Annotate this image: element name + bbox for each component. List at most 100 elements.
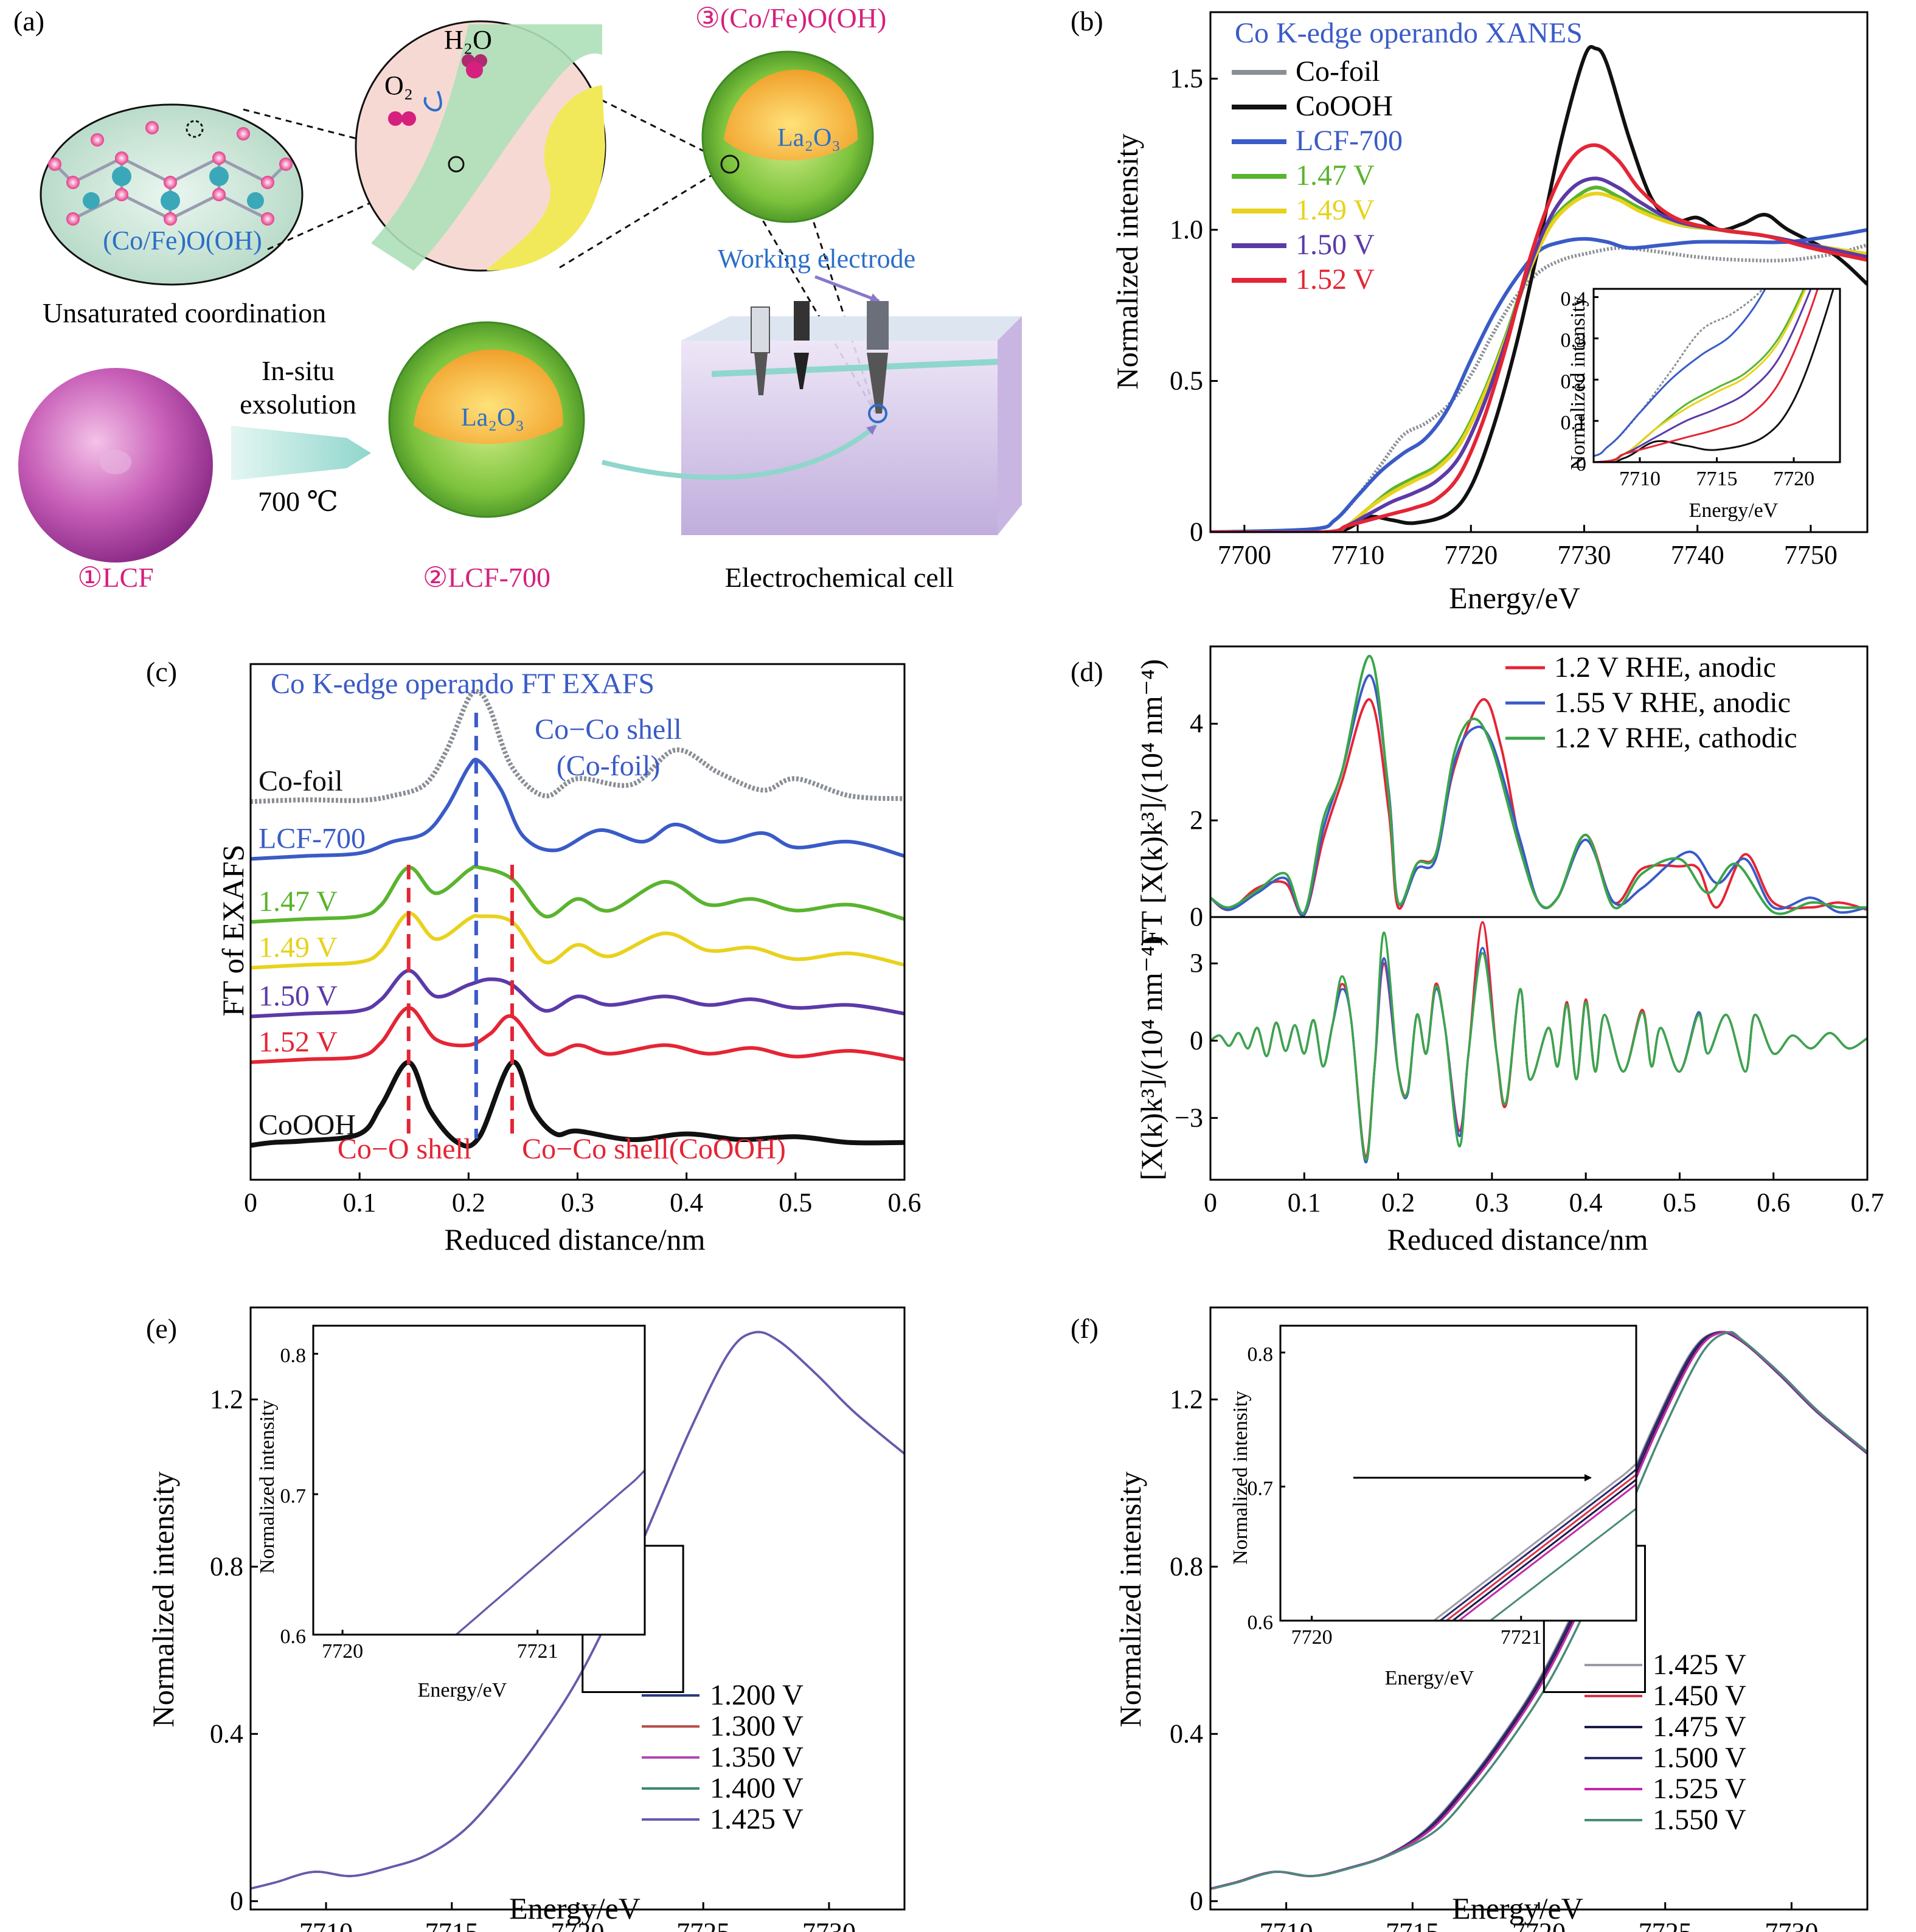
chart-c-xlabel: Reduced distance/nm [444, 1222, 705, 1256]
legend-label: 1.500 V [1653, 1742, 1746, 1774]
chart-e-x-tick-label: 7710 [299, 1917, 353, 1932]
panel-d-labels: (d) FT [X(k)k³]/(10⁴ nm⁻⁴) [X(k)k³]/(10⁴… [1071, 656, 1648, 1256]
chart-f-inset-y-tick-label: 0.8 [1248, 1343, 1274, 1366]
chart-f-inset-y-tick-label: 0.7 [1248, 1478, 1274, 1500]
chart-f: 7710 7715 7720 7725 7730 0 0.4 0.8 1.2 7720 7721 0.… [1170, 1306, 1869, 1932]
chart-b-inset-frame [1592, 288, 1841, 463]
chart-f-x-tick-label: 7725 [1639, 1917, 1692, 1932]
panel-label-f: (f) [1071, 1313, 1099, 1344]
chart-e-inset-series [454, 1469, 645, 1635]
inset-series-line [1445, 1473, 1636, 1621]
chart-f-xlabel: Energy/eV [1452, 1891, 1583, 1925]
chart-f-inset: 7720 7721 0.6 0.7 0.8 [1248, 1324, 1637, 1649]
inset-series-line [454, 1469, 645, 1635]
chart-f-y-tick-label: 1.2 [1170, 1384, 1203, 1414]
chart-f-x-tick-label: 7730 [1765, 1917, 1818, 1932]
panel-label-b: (b) [1071, 5, 1103, 36]
series-coooh-label: CoOOH [259, 1109, 356, 1141]
series-1-49-v-line [251, 911, 904, 970]
chart-b-inset-ylabel: Normalized intensity [1567, 296, 1589, 470]
chart-d-bottom-ylabel: [X(k)k³]/(10⁴ nm⁻⁴) [1134, 936, 1168, 1181]
cofeooh-label: (Co/Fe)O(OH) [103, 226, 262, 255]
chart-c: Co-foil LCF-700 1.47 V 1.49 V 1.50 V 1.52 V Co… [244, 663, 922, 1217]
chart-c-ylabel: FT of EXAFS [216, 845, 250, 1016]
legend-label: 1.2 V RHE, anodic [1554, 651, 1776, 684]
legend-label: 1.200 V [710, 1679, 804, 1711]
panel-e-labels: (e) Energy/eV Normalized intensity Energ… [146, 1313, 640, 1925]
phase3-label: ③(Co/Fe)O(OH) [695, 2, 887, 33]
lattice-zoom-ellipse: (Co/Fe)O(OH) [40, 103, 304, 286]
series-1-2-v-rhe-anodic-ft-line [1210, 698, 1867, 917]
series-lcf-700-line [1210, 227, 1867, 532]
chart-b-inset-series [1594, 289, 1834, 462]
chart-d-bottom-y-tick-label: 3 [1190, 948, 1203, 978]
chart-c-x-tick-label: 0 [244, 1188, 257, 1217]
panel-label-d: (d) [1071, 656, 1103, 687]
chart-b: 7700 7710 7720 7730 7740 7750 0 0.5 1.0 1.5 Co-foi… [1170, 11, 1869, 570]
to-cell-arrow-icon [602, 423, 878, 480]
chart-e: 7710 7715 7720 7725 7730 0 0.4 0.8 1.2 7720 7721 0.… [210, 1306, 906, 1932]
cocoshell-label: Co−Co shell [535, 713, 682, 746]
chart-f-inset-xlabel: Energy/eV [1385, 1667, 1474, 1689]
cell-label: Electrochemical cell [725, 562, 954, 593]
series-co-foil-line [251, 688, 904, 805]
chart-d-bottom-y-tick-label: −3 [1175, 1103, 1203, 1132]
chart-c-series [251, 688, 904, 1149]
chart-f-x-tick-label: 7710 [1260, 1917, 1313, 1932]
inset-series-line [1488, 1507, 1636, 1621]
chart-b-frame [1209, 11, 1869, 533]
chart-d-x-tick-label: 0 [1204, 1188, 1217, 1217]
chart-d-top-y-tick-label: 4 [1190, 708, 1203, 738]
chart-b-x-tick-label: 7750 [1784, 540, 1838, 570]
legend-label: 1.550 V [1653, 1804, 1746, 1836]
series-1-550-v-line [1212, 1331, 1867, 1890]
panel-label-c: (c) [146, 656, 177, 687]
legend-label: 1.425 V [710, 1803, 804, 1835]
chart-f-x-tick-label: 7720 [1512, 1917, 1566, 1932]
chart-e-series [251, 1331, 904, 1890]
chart-d-top-ylabel: FT [X(k)k³]/(10⁴ nm⁻⁴) [1134, 659, 1168, 947]
chart-d-bottom-y-tick-label: 0 [1190, 1025, 1203, 1055]
chart-d-x-tick-label: 0.6 [1757, 1188, 1790, 1217]
lcf700-sphere: La₂O₃ [388, 321, 585, 518]
series-1-52-v-line [251, 1006, 904, 1064]
chart-b-inset-y-tick-label: 0.4 [1561, 288, 1587, 311]
inset-series-line [1594, 289, 1807, 462]
panel-f-labels: (f) Energy/eV Normalized intensity Energ… [1071, 1313, 1583, 1925]
chart-c-x-tick-label: 0.5 [779, 1188, 812, 1217]
chart-b-x-tick-label: 7710 [1331, 540, 1384, 570]
chart-f-y-tick-label: 0 [1190, 1886, 1203, 1916]
o2-label: O₂ [384, 71, 413, 100]
chart-f-inset-ylabel: Normalized intensity [1229, 1391, 1252, 1565]
la2o3-top-label: La₂O₃ [777, 124, 841, 152]
chart-e-inset-x-tick-label: 7721 [517, 1640, 558, 1663]
legend-label: 1.350 V [710, 1741, 804, 1773]
inset-series-line [1451, 1478, 1636, 1621]
inset-series-line [1594, 289, 1819, 462]
chart-b-series [1210, 45, 1867, 532]
chart-f-inset-frame [1279, 1324, 1637, 1622]
chart-d-x-tick-label: 0.2 [1381, 1188, 1415, 1217]
chart-e-x-tick-label: 7730 [802, 1917, 856, 1932]
chart-c-x-tick-label: 0.1 [343, 1188, 377, 1217]
chart-e-inset-x-tick-label: 7720 [322, 1640, 363, 1663]
chart-f-inset-series [1432, 1463, 1636, 1621]
working-electrode-label: Working electrode [718, 244, 915, 274]
inset-series-line [1439, 1468, 1636, 1621]
la2o3-mid-label: La₂O₃ [461, 404, 524, 432]
unsaturated-label: Unsaturated coordination [43, 297, 326, 328]
chart-b-inset-y-tick-label: 0 [1576, 453, 1586, 476]
interface-zoom-circle: H₂O O₂ [355, 20, 606, 272]
chart-d-x-tick-label: 0.7 [1851, 1188, 1884, 1217]
legend-label: Co-foil [1296, 55, 1380, 88]
chart-d-x-tick-label: 0.1 [1288, 1188, 1321, 1217]
chart-b-inset-y-tick-label: 0.2 [1561, 370, 1587, 393]
chart-d-top-y-tick-label: 2 [1190, 805, 1203, 835]
series-1-49-v-label: 1.49 V [259, 931, 338, 963]
chart-e-ylabel: Normalized intensity [146, 1472, 180, 1728]
cofoil-annotation: (Co-foil) [557, 750, 661, 782]
panel-b-labels: (b) Co K-edge operando XANES Energy/eV N… [1071, 5, 1779, 615]
panel-label-e: (e) [146, 1313, 177, 1344]
chart-b-x-tick-label: 7730 [1557, 540, 1611, 570]
